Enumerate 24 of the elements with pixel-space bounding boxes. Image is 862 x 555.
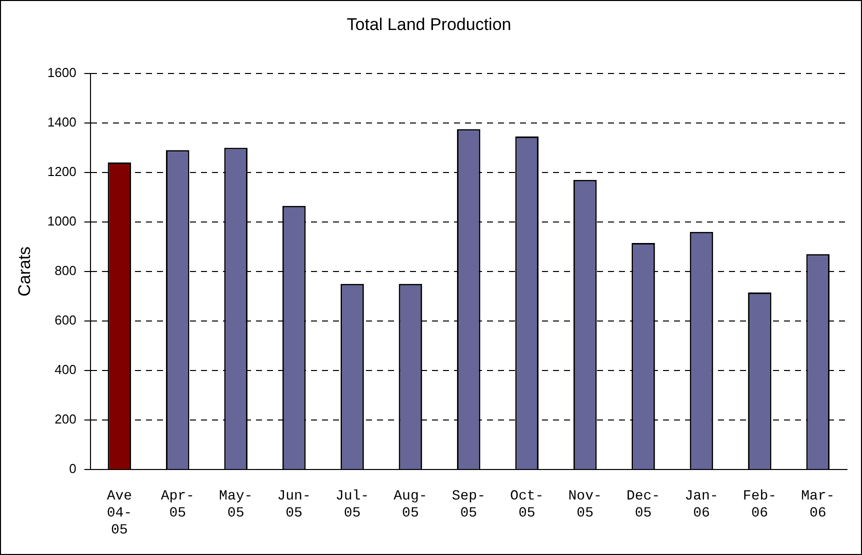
x-tick-label: Oct-05 <box>510 488 544 522</box>
x-tick-label: Jun-05 <box>277 488 311 522</box>
y-tick-label: 800 <box>54 263 76 278</box>
x-tick-label: Feb-06 <box>742 488 776 522</box>
y-tick-label: 1600 <box>47 64 76 80</box>
x-tick-label: Jan-06 <box>684 488 718 522</box>
x-tick-label: Mar-06 <box>801 488 835 522</box>
x-tick-label: Nov-05 <box>568 488 602 522</box>
x-tick-label: Dec-05 <box>626 488 660 522</box>
x-tick-label: Sep-05 <box>452 488 486 522</box>
y-tick-label: 1400 <box>47 114 76 130</box>
y-axis-title: Carats <box>14 246 34 297</box>
x-tick-label: May-05 <box>219 488 253 522</box>
chart-title: Total Land Production <box>346 14 512 34</box>
y-tick-label: 200 <box>54 412 76 427</box>
y-tick-label: 400 <box>54 362 76 378</box>
y-tick-label: 0 <box>69 461 76 476</box>
x-tick-label: Ave 04-05 <box>106 488 132 538</box>
y-tick-label: 600 <box>54 312 76 328</box>
x-tick-label: Apr-05 <box>160 488 194 522</box>
y-tick-label: 1200 <box>47 164 76 180</box>
x-tick-label: Jul-05 <box>335 488 370 522</box>
x-tick-label: Aug-05 <box>394 488 428 522</box>
y-tick-label: 1000 <box>47 214 76 229</box>
